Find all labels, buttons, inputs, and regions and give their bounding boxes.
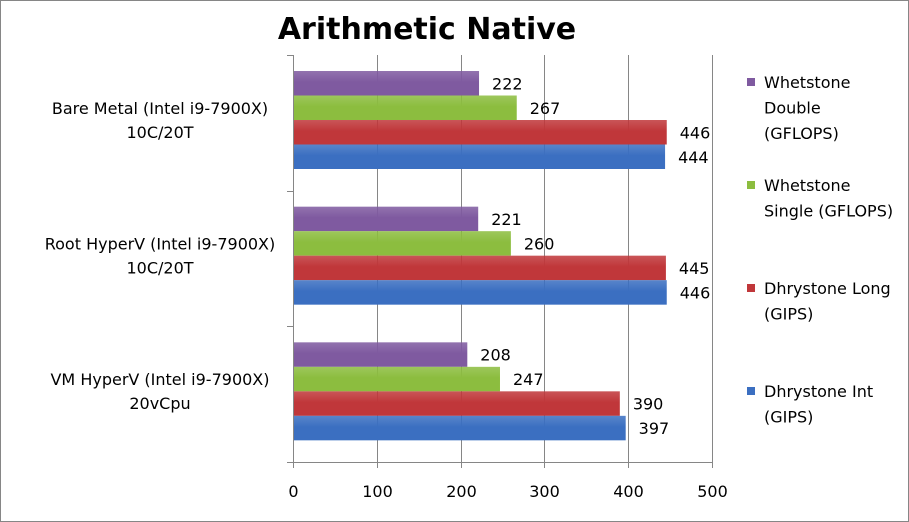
data-label: 390 (633, 395, 664, 414)
bar (294, 206, 479, 232)
legend: Whetstone Double (GFLOPS) Whetstone Single (… (747, 73, 893, 427)
x-tick-label: 0 (288, 482, 298, 501)
category-label: 10C/20T (126, 123, 193, 142)
chart-title: Arithmetic Native (278, 12, 576, 47)
data-label: 445 (679, 259, 710, 278)
legend-swatch (747, 181, 755, 189)
legend-label: Single (GFLOPS) (764, 202, 893, 221)
legend-label: Dhrystone Long (764, 279, 891, 298)
bar (294, 231, 511, 256)
category-label: Bare Metal (Intel i9-7900X) (52, 99, 268, 118)
data-label: 260 (524, 234, 555, 253)
legend-label: Whetstone (764, 176, 850, 195)
bar (294, 71, 480, 96)
data-label: 446 (680, 283, 711, 302)
x-tick-label: 500 (697, 482, 728, 501)
category-label: Root HyperV (Intel i9-7900X) (45, 235, 276, 254)
bar (294, 366, 500, 392)
x-tick-label: 200 (446, 482, 477, 501)
legend-label: (GIPS) (764, 305, 813, 324)
x-tick-label: 100 (362, 482, 393, 501)
data-label: 444 (678, 148, 709, 167)
bar (294, 120, 667, 145)
legend-label: (GFLOPS) (764, 124, 839, 143)
x-tick-label: 400 (613, 482, 644, 501)
bar (294, 255, 666, 281)
legend-swatch (747, 387, 755, 395)
category-label: 20vCpu (129, 394, 190, 413)
bar (294, 342, 468, 367)
data-label: 208 (480, 346, 511, 365)
bar-layer (294, 71, 667, 441)
legend-label: Double (764, 99, 821, 118)
legend-label: (GIPS) (764, 408, 813, 427)
bar (294, 280, 667, 305)
axis-layer (287, 55, 713, 468)
category-label: 10C/20T (126, 259, 193, 278)
bar (294, 391, 620, 416)
label-layer: 0 100 200 300 400 500 222 267 446 444 Bare Metal (… (45, 74, 728, 501)
bar (294, 95, 517, 120)
bar (294, 144, 666, 169)
data-label: 247 (513, 370, 544, 389)
data-label: 446 (680, 123, 711, 142)
legend-label: Dhrystone Int (764, 382, 873, 401)
data-label: 222 (492, 74, 523, 93)
legend-swatch (747, 284, 755, 292)
legend-swatch (747, 78, 755, 86)
data-label: 397 (639, 419, 670, 438)
legend-label: Whetstone (764, 73, 850, 92)
data-label: 221 (491, 210, 522, 229)
category-label: VM HyperV (Intel i9-7900X) (50, 370, 269, 389)
x-tick-label: 300 (529, 482, 560, 501)
bar (294, 415, 626, 441)
data-label: 267 (530, 99, 561, 118)
